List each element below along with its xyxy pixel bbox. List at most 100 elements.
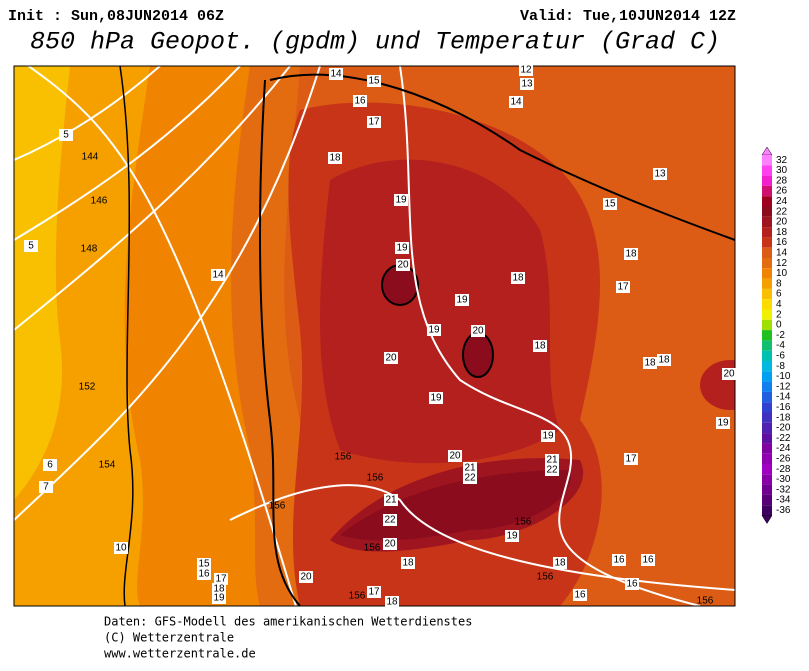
contour-label-bg [520,78,534,90]
colorbar-label: 4 [776,299,782,310]
colorbar-swatch [762,350,772,361]
contour-label: 18 [658,355,670,366]
contour-label-bg [353,95,367,107]
contour-label-bg [716,417,730,429]
colorbar-label: -20 [776,423,791,434]
contour-label-bg [545,454,559,466]
contour-label: 20 [300,572,312,583]
contour-label: 19 [717,418,729,429]
contour-label-bg [197,558,211,570]
colorbar-label: -4 [776,340,785,351]
contour-label: 19 [213,593,225,604]
contour-label-bg [39,481,53,493]
colorbar-swatch [762,464,772,475]
footer-url: www.wetterzentrale.de [104,647,256,661]
contour-label-bg [367,75,381,87]
contour-label: 148 [81,244,98,255]
contour-label-bg [657,354,671,366]
contour-label: 18 [386,597,398,608]
contour-label: 18 [534,341,546,352]
contour-label-bg [505,530,519,542]
colorbar-swatch [762,258,772,269]
valid-time: Valid: Tue,10JUN2014 12Z [520,8,736,25]
contour-label-bg [114,542,128,554]
contour-label-bg [533,340,547,352]
contour-label: 19 [456,295,468,306]
colorbar-swatch [762,237,772,248]
contour-label-bg [573,589,587,601]
colorbar-swatch [762,433,772,444]
colorbar-swatch [762,165,772,176]
colorbar-label: 8 [776,278,782,289]
contour-label: 20 [384,539,396,550]
colorbar-label: -14 [776,392,791,403]
contour-label-bg [396,259,410,271]
contour-label-bg [519,64,533,76]
contour-label: 156 [335,452,352,463]
colorbar-label: -26 [776,453,791,464]
colorbar-label: -32 [776,484,791,495]
contour-label: 16 [574,590,586,601]
colorbar-swatch [762,453,772,464]
colorbar-swatch [762,227,772,238]
contour-label: 18 [625,249,637,260]
contour-label-bg [385,596,399,608]
colorbar-swatch [762,268,772,279]
colorbar-swatch [762,330,772,341]
contour-label: 14 [330,69,342,80]
contour-label: 16 [198,569,210,580]
contour-label: 144 [82,152,99,163]
contour-label: 19 [396,243,408,254]
colorbar-swatch [762,175,772,186]
contour-label-bg [59,129,73,141]
contour-label: 156 [269,501,286,512]
colorbar-label: 10 [776,268,788,279]
map-title: 850 hPa Geopot. (gpdm) und Temperatur (G… [30,28,720,57]
contour-label: 19 [506,531,518,542]
colorbar-label: 0 [776,320,782,331]
contour-label: 7 [43,482,49,493]
colorbar-swatch [762,278,772,289]
colorbar-swatch [762,216,772,228]
contour-label: 18 [213,584,225,595]
colorbar-label: -22 [776,433,791,444]
contour-label-bg [429,392,443,404]
contour-label-bg [299,571,313,583]
contour-label: 14 [510,97,522,108]
colorbar-swatch [762,402,772,413]
contour-label-bg [653,168,667,180]
colorbar-swatch [762,422,772,434]
contour-label-bg [624,453,638,465]
contour-label: 22 [464,473,476,484]
contour-label: 156 [537,572,554,583]
contour-label: 20 [385,353,397,364]
contour-label: 156 [367,473,384,484]
contour-label-bg [624,248,638,260]
contour-label-bg [212,592,226,604]
colorbar-swatch [762,185,772,197]
footer-source: Daten: GFS-Modell des amerikanischen Wet… [104,615,472,629]
contour-label: 6 [47,460,53,471]
contour-label-bg [401,557,415,569]
contour-label-bg [625,578,639,590]
contour-label-bg [395,242,409,254]
contour-label: 10 [115,543,127,554]
contour-label: 156 [349,591,366,602]
contour-label: 19 [428,325,440,336]
colorbar-label: -6 [776,350,785,361]
contour-label-bg [367,586,381,598]
contour-label: 154 [99,460,116,471]
colorbar-label: -36 [776,505,791,516]
colorbar-bottom [761,515,773,524]
colorbar-swatch [762,155,772,166]
contour-label-bg [553,557,567,569]
contour-label-bg [545,464,559,476]
contour-label: 17 [368,117,380,128]
colorbar-swatch [762,412,772,423]
contour-label: 22 [384,515,396,526]
contour-label: 13 [521,79,533,90]
contour-label: 20 [472,326,484,337]
colorbar-swatch [762,361,772,372]
contour-label-bg [383,514,397,526]
contour-label: 19 [430,393,442,404]
